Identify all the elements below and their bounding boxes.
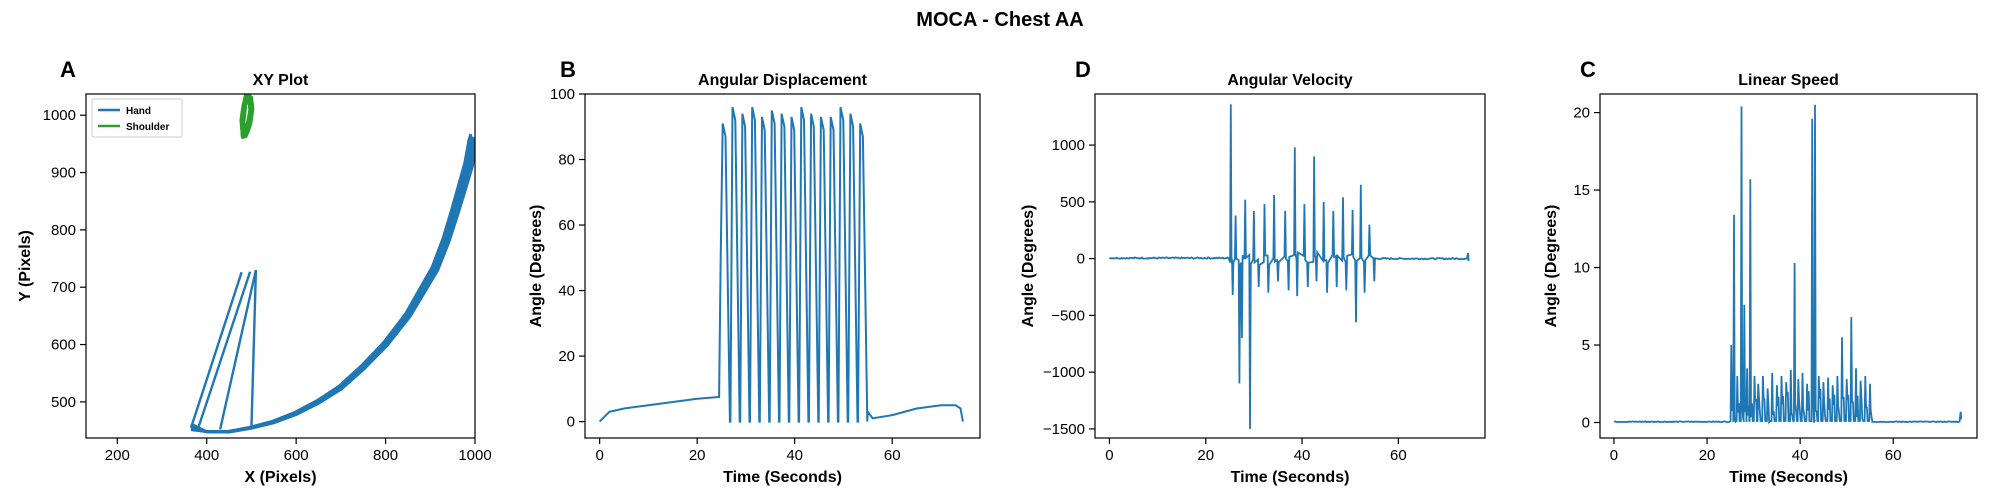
panel-letter: A <box>60 57 76 82</box>
y-tick-label: 500 <box>51 394 76 411</box>
panel-title: Angular Displacement <box>698 72 868 89</box>
panel-a: Hand Shoulder 200 400 600 800 1000 500 600 700 800… <box>17 57 492 486</box>
y-tick-label: 10 <box>1573 260 1590 277</box>
hand-trace <box>189 271 243 429</box>
y-axis-label: Angle (Degrees) <box>1020 205 1037 328</box>
axes-frame <box>584 93 981 439</box>
y-tick-label: 60 <box>558 217 575 234</box>
hand-trace <box>218 269 258 430</box>
axes-frame <box>85 93 476 439</box>
x-tick-label: 0 <box>595 447 603 464</box>
panel-letter: C <box>1580 57 1596 82</box>
y-tick-label: 20 <box>1573 105 1590 122</box>
y-tick-label: 15 <box>1573 182 1590 199</box>
hand-trace <box>190 137 475 433</box>
x-tick-label: 200 <box>105 447 130 464</box>
x-tick-label: 40 <box>1792 447 1809 464</box>
shoulder-trace <box>239 94 252 140</box>
legend-shoulder-label: Shoulder <box>126 122 169 133</box>
y-tick-label: 800 <box>51 222 76 239</box>
x-tick-label: 600 <box>284 447 309 464</box>
x-axis-label: X (Pixels) <box>244 469 316 486</box>
y-tick-label: −1500 <box>1043 421 1085 438</box>
y-tick-label: 40 <box>558 283 575 300</box>
y-tick-label: −1000 <box>1043 364 1085 381</box>
hand-trace <box>190 142 475 434</box>
panel-d: 0 20 40 60 1000 500 0 −500 −1000 −1500 Angular Vel… <box>1020 57 1486 486</box>
figure-title: MOCA - Chest AA <box>916 9 1083 31</box>
plot-area-a <box>189 94 475 434</box>
plot-area-c <box>1613 104 1963 425</box>
x-tick-label: 20 <box>1197 447 1214 464</box>
y-tick-label: 900 <box>51 165 76 182</box>
x-tick-label: 60 <box>1885 447 1902 464</box>
y-tick-label: 1000 <box>1052 137 1085 154</box>
y-tick-label: 5 <box>1582 337 1590 354</box>
y-tick-label: 20 <box>558 348 575 365</box>
y-tick-label: 500 <box>1060 194 1085 211</box>
speed-line <box>1613 104 1963 425</box>
y-axis-label: Angle (Degrees) <box>528 205 545 328</box>
axes-frame <box>1094 93 1486 439</box>
hand-trace <box>250 269 258 428</box>
y-axis-label: Angle (Degrees) <box>1543 205 1560 328</box>
y-tick-label: 700 <box>51 279 76 296</box>
x-tick-label: 40 <box>786 447 803 464</box>
shoulder-trace <box>242 94 255 139</box>
x-tick-label: 1000 <box>458 447 491 464</box>
x-tick-label: 0 <box>1610 447 1618 464</box>
hand-trace <box>190 139 475 434</box>
x-tick-label: 60 <box>884 447 901 464</box>
axes-frame <box>1599 93 1978 439</box>
hand-trace <box>190 139 475 434</box>
legend: Hand Shoulder <box>91 98 183 138</box>
x-tick-label: 0 <box>1105 447 1113 464</box>
x-tick-label: 40 <box>1294 447 1311 464</box>
x-tick-label: 60 <box>1390 447 1407 464</box>
panel-letter: B <box>560 57 576 82</box>
y-tick-label: 100 <box>550 86 575 103</box>
x-axis-label: Time (Seconds) <box>1729 469 1848 486</box>
y-tick-label: 0 <box>567 414 575 431</box>
y-tick-label: 600 <box>51 337 76 354</box>
panel-b: 0 20 40 60 0 20 40 60 80 100 Angular Displacement B… <box>528 57 981 486</box>
panel-c: 0 20 40 60 0 5 10 15 20 Linear Speed C Time (Second… <box>1543 57 1978 486</box>
y-tick-label: 0 <box>1077 251 1085 268</box>
displacement-line <box>598 106 964 423</box>
y-tick-label: −500 <box>1051 307 1085 324</box>
y-axis-label: Y (Pixels) <box>17 230 34 302</box>
legend-box <box>91 98 183 138</box>
y-tick-label: 1000 <box>43 107 76 124</box>
x-axis-label: Time (Seconds) <box>1231 469 1350 486</box>
panel-title: Angular Velocity <box>1227 72 1352 89</box>
plot-area-d <box>1109 104 1470 429</box>
y-tick-label: 0 <box>1582 415 1590 432</box>
hand-trace <box>190 137 475 434</box>
panel-letter: D <box>1075 57 1091 82</box>
velocity-line <box>1109 104 1470 429</box>
x-tick-label: 20 <box>689 447 706 464</box>
panel-title: XY Plot <box>253 72 309 89</box>
hand-trace <box>196 271 252 430</box>
x-tick-label: 800 <box>373 447 398 464</box>
x-tick-label: 20 <box>1699 447 1716 464</box>
plot-area-b <box>598 106 964 423</box>
x-tick-label: 400 <box>194 447 219 464</box>
legend-hand-label: Hand <box>126 106 151 117</box>
panel-title: Linear Speed <box>1738 72 1838 89</box>
y-tick-label: 80 <box>558 152 575 169</box>
x-axis-label: Time (Seconds) <box>723 469 842 486</box>
